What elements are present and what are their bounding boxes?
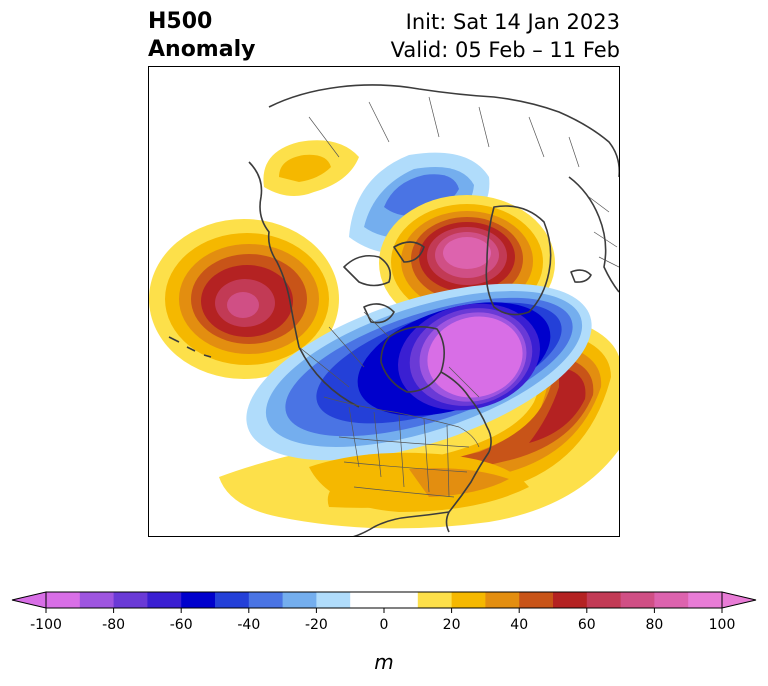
colorbar-swatch — [79, 592, 115, 608]
coastline-siberia — [268, 84, 619, 177]
colorbar-swatch — [620, 592, 655, 608]
border-canada-us — [323, 396, 480, 448]
colorbar-ticks: -100 -80 -60 -40 -20 0 20 40 60 80 100 — [30, 608, 735, 633]
colorbar-swatch — [417, 592, 453, 608]
colorbar-tick-label: -40 — [237, 617, 260, 633]
map-panel — [148, 66, 620, 537]
colorbar: -100 -80 -60 -40 -20 0 20 40 60 80 100 m — [11, 591, 757, 674]
coastline-greenland — [485, 205, 552, 316]
anomaly-positive-arctic-core — [279, 154, 331, 182]
anomaly-seus-pos-core — [409, 468, 509, 497]
colorbar-tick-label: 40 — [510, 617, 528, 633]
anomaly-greenland-pos-80 — [443, 237, 491, 269]
colorbar-swatches — [46, 592, 723, 608]
colorbar-swatch — [519, 592, 554, 608]
colorbar-swatch — [654, 592, 689, 608]
colorbar-swatch — [113, 592, 148, 608]
colorbar-tick-label: -80 — [102, 617, 125, 633]
anomaly-trough-neg-90 — [427, 316, 523, 398]
coastline-us-east — [445, 451, 490, 533]
valid-range: Valid: 05 Feb – 11 Feb — [390, 38, 620, 62]
colorbar-swatch — [451, 592, 486, 608]
anomaly-map — [149, 84, 619, 536]
coastline-iceland — [570, 269, 592, 283]
coastline-archipelago — [343, 241, 425, 324]
colorbar-unit: m — [374, 650, 393, 674]
colorbar-tick-label: 80 — [645, 617, 663, 633]
colorbar-swatch — [350, 592, 419, 608]
colorbar-swatch — [316, 592, 351, 608]
coastline-layer — [168, 84, 619, 536]
colorbar-swatch — [485, 592, 520, 608]
coastline-alaska — [248, 161, 360, 408]
colorbar-swatch — [688, 592, 723, 608]
anomaly-atlantic-pos-20 — [327, 329, 611, 508]
map-title: H500 Anomaly — [148, 8, 255, 64]
colorbar-swatch — [181, 592, 216, 608]
coastline-gulf — [353, 511, 450, 536]
border-us-states — [338, 406, 470, 498]
colorbar-tick-label: 100 — [709, 617, 736, 633]
anomaly-shading — [149, 140, 619, 529]
colorbar-tick-label: 60 — [578, 617, 596, 633]
colorbar-tick-label: -60 — [170, 617, 193, 633]
colorbar-swatch — [553, 592, 588, 608]
coastline-labrador — [440, 371, 492, 453]
coastline-hudson-bay — [380, 326, 445, 393]
colorbar-swatch — [248, 592, 284, 608]
border-canada-provinces — [298, 311, 480, 398]
colorbar-swatch — [215, 592, 250, 608]
border-russia — [308, 96, 580, 168]
colorbar-extend-max — [721, 591, 757, 609]
colorbar-tick-label: -20 — [305, 617, 328, 633]
border-layer — [298, 96, 619, 498]
colorbar-swatch — [46, 592, 81, 608]
title-line-2: Anomaly — [148, 37, 256, 62]
anomaly-atlantic-pos-50 — [529, 367, 586, 443]
date-info: Init: Sat 14 Jan 2023 Valid: 05 Feb – 11… — [391, 8, 620, 64]
coastline-europe — [568, 176, 619, 293]
anomaly-atlantic-pos-30 — [379, 342, 602, 492]
title-line-1: H500 — [148, 9, 213, 34]
coastline-aleutians — [168, 336, 212, 358]
colorbar-swatch — [586, 592, 622, 608]
border-europe — [588, 196, 619, 268]
colorbar-tick-label: -100 — [30, 617, 62, 633]
colorbar-tick-label: 20 — [443, 617, 461, 633]
colorbar-swatch — [282, 592, 317, 608]
anomaly-pacific-pos-70 — [227, 292, 259, 318]
init-date: Init: Sat 14 Jan 2023 — [405, 10, 620, 34]
colorbar-swatch — [147, 592, 182, 608]
colorbar-extend-min — [11, 591, 47, 609]
colorbar-tick-label: 0 — [380, 617, 389, 633]
